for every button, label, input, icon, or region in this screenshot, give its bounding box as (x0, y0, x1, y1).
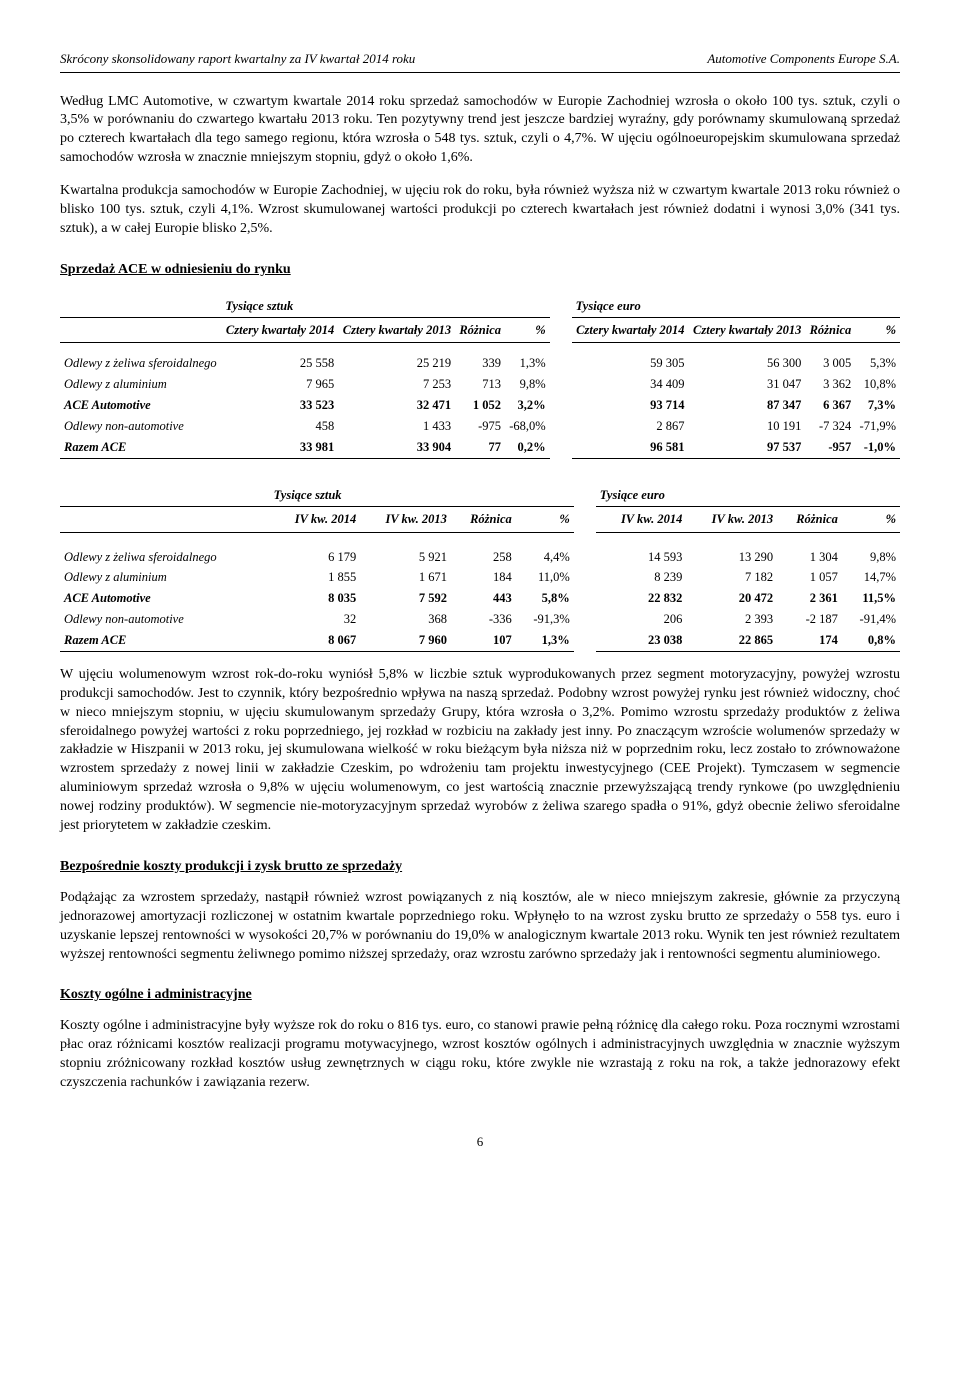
col-h: Cztery kwartały 2014 (572, 317, 689, 343)
table-group-header: Tysiące sztuk Tysiące euro (60, 292, 900, 317)
col-h: % (505, 317, 550, 343)
col-h: % (516, 506, 574, 532)
table-row: Razem ACE 33 98133 904770,2% 96 58197 53… (60, 437, 900, 458)
row-label: Odlewy z aluminium (60, 374, 221, 395)
table-group-header: Tysiące sztuk Tysiące euro (60, 481, 900, 506)
col-h: Cztery kwartały 2013 (689, 317, 806, 343)
paragraph-5: Koszty ogólne i administracyjne były wyż… (60, 1017, 900, 1093)
paragraph-2: Kwartalna produkcja samochodów w Europie… (60, 182, 900, 239)
col-h: Różnica (777, 506, 842, 532)
section-admin-title: Koszty ogólne i administracyjne (60, 986, 900, 1005)
col-h: Różnica (451, 506, 516, 532)
table-row: Odlewy non-automotive 32368-336-91,3% 20… (60, 609, 900, 630)
table-annual: Tysiące sztuk Tysiące euro Cztery kwarta… (60, 292, 900, 459)
table-row: Odlewy z aluminium 7 9657 2537139,8% 34 … (60, 374, 900, 395)
header-rule (60, 72, 900, 73)
header-right: Automotive Components Europe S.A. (707, 50, 900, 68)
row-label: Razem ACE (60, 630, 270, 651)
paragraph-4: Podążając za wzrostem sprzedaży, nastąpi… (60, 889, 900, 965)
table-row: Odlewy z żeliwa sferoidalnego 6 1795 921… (60, 547, 900, 568)
col-h: IV kw. 2013 (360, 506, 451, 532)
row-label: Odlewy non-automotive (60, 416, 221, 437)
table-row: Odlewy z aluminium 1 8551 67118411,0% 8 … (60, 567, 900, 588)
paragraph-1: Według LMC Automotive, w czwartym kwarta… (60, 93, 900, 169)
paragraph-3: W ujęciu wolumenowym wzrost rok-do-roku … (60, 666, 900, 836)
group-right: Tysiące euro (572, 292, 900, 317)
group-left: Tysiące sztuk (221, 292, 549, 317)
col-h: IV kw. 2013 (686, 506, 777, 532)
col-h: IV kw. 2014 (596, 506, 687, 532)
header-left: Skrócony skonsolidowany raport kwartalny… (60, 50, 415, 68)
table-row: ACE Automotive 33 52332 4711 0523,2% 93 … (60, 395, 900, 416)
group-right: Tysiące euro (596, 481, 900, 506)
table-col-header: Cztery kwartały 2014 Cztery kwartały 201… (60, 317, 900, 343)
col-h: Cztery kwartały 2013 (338, 317, 455, 343)
table-col-header: IV kw. 2014 IV kw. 2013 Różnica % IV kw.… (60, 506, 900, 532)
col-h: Cztery kwartały 2014 (221, 317, 338, 343)
table-row: Odlewy z żeliwa sferoidalnego 25 55825 2… (60, 353, 900, 374)
row-label: Odlewy z aluminium (60, 567, 270, 588)
page-header: Skrócony skonsolidowany raport kwartalny… (60, 50, 900, 68)
row-label: Odlewy z żeliwa sferoidalnego (60, 547, 270, 568)
row-label: ACE Automotive (60, 588, 270, 609)
table-row: Razem ACE 8 0677 9601071,3% 23 03822 865… (60, 630, 900, 651)
col-h: % (842, 506, 900, 532)
row-label: Razem ACE (60, 437, 221, 458)
row-label: Odlewy non-automotive (60, 609, 270, 630)
col-h: Różnica (455, 317, 505, 343)
table-row: Odlewy non-automotive 4581 433-975-68,0%… (60, 416, 900, 437)
page-number: 6 (60, 1133, 900, 1151)
section-sales-title: Sprzedaż ACE w odniesieniu do rynku (60, 261, 900, 280)
col-h: IV kw. 2014 (270, 506, 361, 532)
row-label: Odlewy z żeliwa sferoidalnego (60, 353, 221, 374)
row-label: ACE Automotive (60, 395, 221, 416)
group-left: Tysiące sztuk (270, 481, 574, 506)
table-row: ACE Automotive 8 0357 5924435,8% 22 8322… (60, 588, 900, 609)
col-h: Różnica (805, 317, 855, 343)
table-quarterly: Tysiące sztuk Tysiące euro IV kw. 2014 I… (60, 481, 900, 652)
col-h: % (855, 317, 900, 343)
section-costs-title: Bezpośrednie koszty produkcji i zysk bru… (60, 858, 900, 877)
